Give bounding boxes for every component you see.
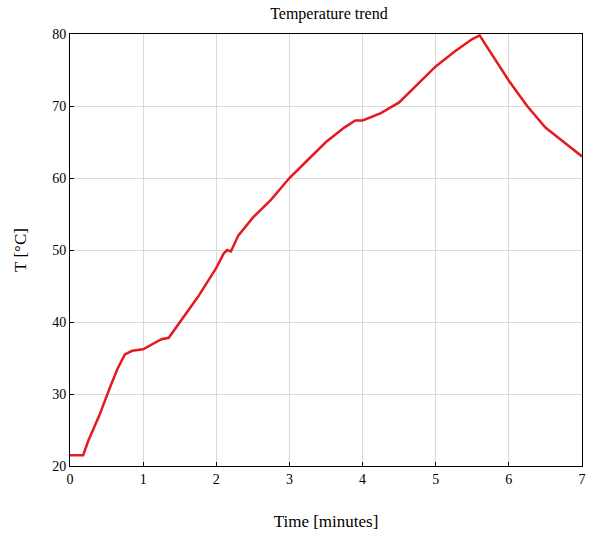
svg-text:6: 6	[505, 472, 512, 487]
svg-text:40: 40	[52, 315, 66, 330]
svg-text:3: 3	[286, 472, 293, 487]
svg-text:1: 1	[140, 472, 147, 487]
svg-text:80: 80	[52, 27, 66, 42]
svg-text:30: 30	[52, 387, 66, 402]
svg-text:20: 20	[52, 459, 66, 474]
svg-text:T [°C]: T [°C]	[11, 228, 30, 272]
svg-text:Time [minutes]: Time [minutes]	[274, 512, 379, 531]
svg-text:70: 70	[52, 99, 66, 114]
svg-text:7: 7	[579, 472, 586, 487]
svg-text:4: 4	[359, 472, 366, 487]
svg-text:5: 5	[432, 472, 439, 487]
svg-text:2: 2	[213, 472, 220, 487]
svg-text:50: 50	[52, 243, 66, 258]
svg-text:Temperature trend: Temperature trend	[270, 5, 387, 23]
svg-text:60: 60	[52, 171, 66, 186]
svg-text:0: 0	[67, 472, 74, 487]
